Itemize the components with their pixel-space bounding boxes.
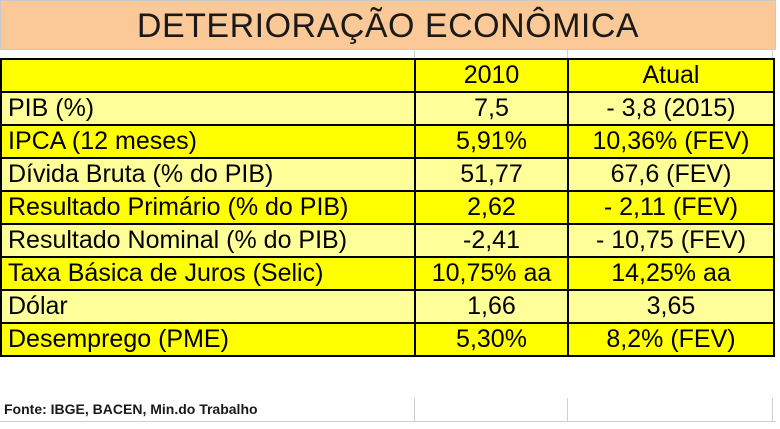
- table-body: 2010 Atual PIB (%) 7,5 - 3,8 (2015) IPCA…: [0, 58, 775, 357]
- header-row: 2010 Atual: [0, 58, 775, 93]
- indicator-label-cell: Resultado Nominal (% do PIB): [0, 223, 416, 258]
- table-row: Resultado Primário (% do PIB) 2,62 - 2,1…: [0, 190, 775, 225]
- table-row: Desemprego (PME) 5,30% 8,2% (FEV): [0, 322, 775, 357]
- value-2010-cell: 7,5: [414, 91, 569, 126]
- table-row: IPCA (12 meses) 5,91% 10,36% (FEV): [0, 124, 775, 159]
- indicator-label-cell: Dólar: [0, 289, 416, 324]
- header-label-cell: [0, 58, 416, 93]
- table-title: DETERIORAÇÃO ECONÔMICA: [0, 0, 776, 50]
- gridline: [772, 398, 773, 422]
- table-row: Taxa Básica de Juros (Selic) 10,75% aa 1…: [0, 256, 775, 291]
- indicator-label-cell: Dívida Bruta (% do PIB): [0, 157, 416, 192]
- value-2010-cell: 51,77: [414, 157, 569, 192]
- indicator-label-cell: Taxa Básica de Juros (Selic): [0, 256, 416, 291]
- header-atual-cell: Atual: [567, 58, 775, 93]
- source-row: Fonte: IBGE, BACEN, Min.do Trabalho: [0, 398, 776, 422]
- gridline: [414, 50, 415, 58]
- value-2010-cell: 5,91%: [414, 124, 569, 159]
- value-2010-cell: 2,62: [414, 190, 569, 225]
- header-2010-cell: 2010: [414, 58, 569, 93]
- value-atual-cell: - 10,75 (FEV): [567, 223, 775, 258]
- value-atual-cell: 3,65: [567, 289, 775, 324]
- indicator-label-cell: Desemprego (PME): [0, 322, 416, 357]
- indicator-label-cell: IPCA (12 meses): [0, 124, 416, 159]
- gridline: [772, 50, 773, 58]
- table-row: Dólar 1,66 3,65: [0, 289, 775, 324]
- indicator-label-cell: Resultado Primário (% do PIB): [0, 190, 416, 225]
- value-atual-cell: - 2,11 (FEV): [567, 190, 775, 225]
- table-row: PIB (%) 7,5 - 3,8 (2015): [0, 91, 775, 126]
- gridline: [567, 50, 568, 58]
- value-2010-cell: -2,41: [414, 223, 569, 258]
- value-atual-cell: 8,2% (FEV): [567, 322, 775, 357]
- indicator-label-cell: PIB (%): [0, 91, 416, 126]
- table-row: Dívida Bruta (% do PIB) 51,77 67,6 (FEV): [0, 157, 775, 192]
- value-2010-cell: 1,66: [414, 289, 569, 324]
- value-atual-cell: - 3,8 (2015): [567, 91, 775, 126]
- economic-indicators-table: 2010 Atual PIB (%) 7,5 - 3,8 (2015) IPCA…: [0, 58, 775, 357]
- value-atual-cell: 10,36% (FEV): [567, 124, 775, 159]
- table-row: Resultado Nominal (% do PIB) -2,41 - 10,…: [0, 223, 775, 258]
- gridline: [567, 398, 568, 422]
- spreadsheet-gap-row: [0, 50, 776, 58]
- value-atual-cell: 14,25% aa: [567, 256, 775, 291]
- value-atual-cell: 67,6 (FEV): [567, 157, 775, 192]
- value-2010-cell: 10,75% aa: [414, 256, 569, 291]
- gridline: [0, 421, 776, 422]
- gridline: [414, 398, 415, 422]
- source-note: Fonte: IBGE, BACEN, Min.do Trabalho: [4, 401, 258, 417]
- value-2010-cell: 5,30%: [414, 322, 569, 357]
